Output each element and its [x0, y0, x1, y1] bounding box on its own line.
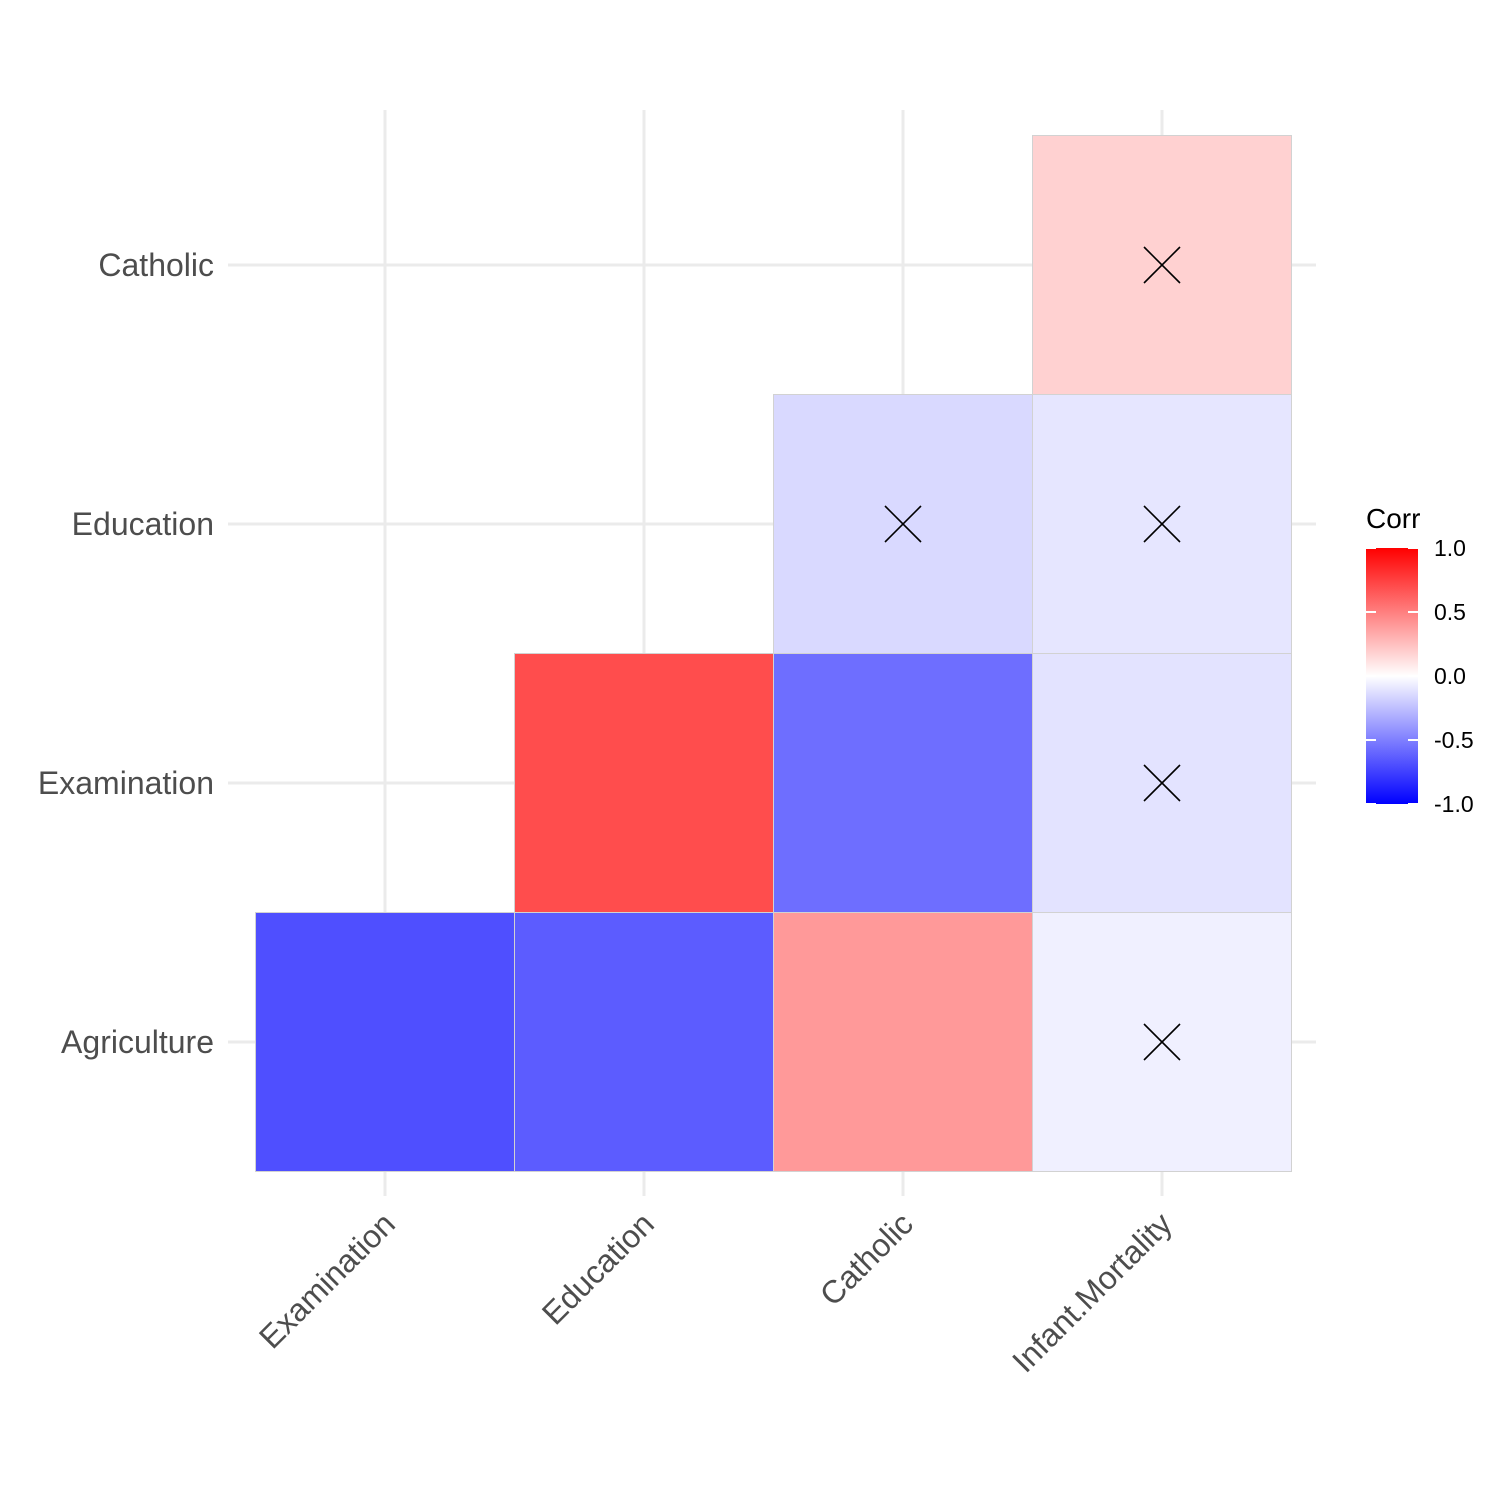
color-legend: Corr 1.0 0.5 0.0 -0.5 -1.0: [1366, 503, 1474, 817]
x-tick-label: Catholic: [813, 1205, 920, 1312]
cross-mark: [1143, 505, 1181, 543]
legend-ticks: 1.0 0.5 0.0 -0.5 -1.0: [1366, 535, 1474, 817]
legend-tick-label: 0.0: [1434, 663, 1466, 689]
heatmap-cell: [514, 912, 774, 1172]
legend-tick-label: 1.0: [1434, 535, 1466, 561]
x-axis-tick-labels: Examination Education Catholic Infant.Morta…: [252, 1205, 1179, 1379]
heatmap-cell: [514, 653, 774, 913]
y-tick-label: Education: [72, 506, 214, 542]
y-tick-label: Agriculture: [61, 1024, 214, 1060]
x-tick-label: Education: [535, 1205, 661, 1331]
legend-tick: -0.5: [1366, 727, 1474, 753]
legend-title: Corr: [1366, 503, 1420, 534]
heatmap-cell: [773, 912, 1033, 1172]
cross-mark: [884, 505, 922, 543]
legend-tick: 0.5: [1366, 599, 1466, 625]
legend-tick: 0.0: [1366, 663, 1466, 689]
legend-tick-label: 0.5: [1434, 599, 1466, 625]
y-tick-label: Catholic: [98, 247, 214, 283]
insignificance-crosses: [884, 246, 1181, 1061]
x-tick-label: Infant.Mortality: [1005, 1205, 1179, 1379]
y-tick-label: Examination: [38, 765, 214, 801]
x-tick-label: Examination: [252, 1205, 402, 1355]
heatmap-cell: [255, 912, 515, 1172]
heatmap-cell: [773, 653, 1033, 913]
legend-tick: 1.0: [1366, 535, 1466, 561]
cross-mark: [1143, 1023, 1181, 1061]
legend-tick: -1.0: [1366, 791, 1474, 817]
legend-tick-label: -1.0: [1434, 791, 1474, 817]
y-axis-tick-labels: Agriculture Examination Education Catholic: [38, 247, 214, 1060]
cross-mark: [1143, 764, 1181, 802]
legend-tick-label: -0.5: [1434, 727, 1474, 753]
heatmap-cells: [255, 135, 1292, 1172]
cross-mark: [1143, 246, 1181, 284]
